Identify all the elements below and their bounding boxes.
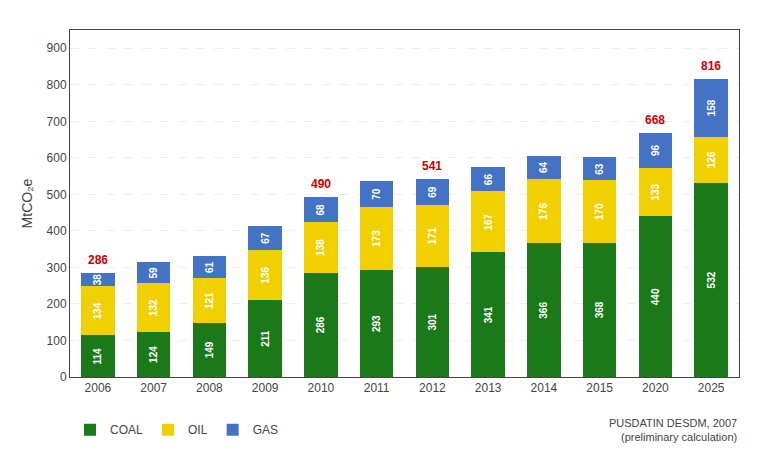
svg-text:2007: 2007 xyxy=(140,381,167,395)
svg-text:2014: 2014 xyxy=(531,381,558,395)
svg-text:149: 149 xyxy=(204,341,215,358)
svg-text:124: 124 xyxy=(148,346,159,363)
svg-text:136: 136 xyxy=(260,267,271,284)
svg-text:121: 121 xyxy=(204,292,215,309)
svg-text:800: 800 xyxy=(47,78,67,92)
svg-text:138: 138 xyxy=(315,239,326,256)
svg-text:286: 286 xyxy=(88,253,108,267)
svg-text:MtCO₂e: MtCO₂e xyxy=(19,178,35,228)
svg-text:171: 171 xyxy=(427,227,438,244)
svg-text:OIL: OIL xyxy=(188,423,208,437)
svg-text:2025: 2025 xyxy=(698,381,725,395)
svg-text:211: 211 xyxy=(260,330,271,347)
svg-text:440: 440 xyxy=(650,288,661,305)
svg-text:126: 126 xyxy=(706,151,717,168)
svg-text:490: 490 xyxy=(311,177,331,191)
svg-text:301: 301 xyxy=(427,313,438,330)
svg-text:38: 38 xyxy=(92,274,103,286)
svg-text:70: 70 xyxy=(371,188,382,200)
svg-text:2015: 2015 xyxy=(586,381,613,395)
svg-text:2009: 2009 xyxy=(252,381,279,395)
svg-text:2011: 2011 xyxy=(364,381,390,395)
svg-text:2020: 2020 xyxy=(642,381,669,395)
svg-text:700: 700 xyxy=(47,115,67,129)
svg-text:541: 541 xyxy=(422,159,442,173)
svg-text:668: 668 xyxy=(645,113,665,127)
svg-text:341: 341 xyxy=(483,306,494,323)
svg-text:167: 167 xyxy=(483,213,494,230)
svg-text:67: 67 xyxy=(260,232,271,244)
svg-text:0: 0 xyxy=(60,370,67,384)
svg-text:400: 400 xyxy=(47,224,67,238)
svg-text:816: 816 xyxy=(701,59,721,73)
svg-text:63: 63 xyxy=(594,163,605,175)
svg-text:173: 173 xyxy=(371,230,382,247)
svg-text:158: 158 xyxy=(706,99,717,116)
svg-text:2010: 2010 xyxy=(308,381,335,395)
svg-text:286: 286 xyxy=(315,316,326,333)
svg-text:600: 600 xyxy=(47,151,67,165)
svg-text:368: 368 xyxy=(594,301,605,318)
svg-text:96: 96 xyxy=(650,144,661,156)
svg-text:100: 100 xyxy=(47,334,67,348)
svg-text:2012: 2012 xyxy=(419,381,446,395)
svg-text:200: 200 xyxy=(47,297,67,311)
svg-text:69: 69 xyxy=(427,186,438,198)
svg-text:500: 500 xyxy=(47,188,67,202)
svg-text:66: 66 xyxy=(483,174,494,186)
svg-text:PUSDATIN DESDM, 2007(prelimina: PUSDATIN DESDM, 2007(preliminary calcula… xyxy=(609,417,737,443)
svg-text:900: 900 xyxy=(47,41,67,55)
svg-text:170: 170 xyxy=(594,203,605,220)
svg-text:2008: 2008 xyxy=(196,381,223,395)
svg-text:134: 134 xyxy=(92,302,103,319)
svg-text:61: 61 xyxy=(204,261,215,273)
svg-text:176: 176 xyxy=(538,203,549,220)
svg-text:GAS: GAS xyxy=(253,423,278,437)
svg-text:366: 366 xyxy=(538,302,549,319)
svg-text:COAL: COAL xyxy=(110,423,143,437)
svg-text:293: 293 xyxy=(371,315,382,332)
svg-text:300: 300 xyxy=(47,261,67,275)
svg-text:532: 532 xyxy=(706,271,717,288)
svg-text:2013: 2013 xyxy=(475,381,502,395)
svg-text:114: 114 xyxy=(92,348,103,365)
svg-text:59: 59 xyxy=(148,267,159,279)
svg-text:68: 68 xyxy=(315,204,326,216)
svg-text:2006: 2006 xyxy=(85,381,112,395)
svg-text:132: 132 xyxy=(148,299,159,316)
svg-text:133: 133 xyxy=(650,183,661,200)
svg-text:64: 64 xyxy=(538,162,549,174)
